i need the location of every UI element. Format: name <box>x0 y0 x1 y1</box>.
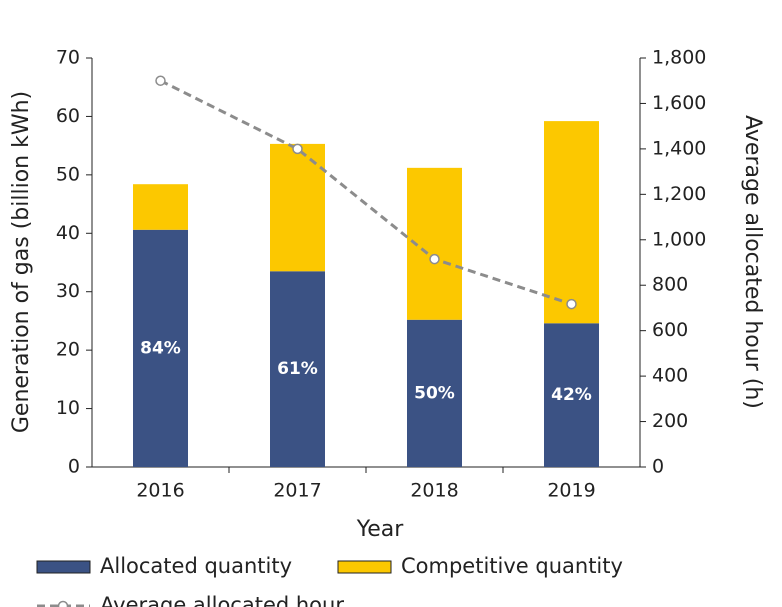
legend-swatch <box>57 600 69 607</box>
y-tick-label: 50 <box>56 163 80 185</box>
bar <box>270 271 325 467</box>
x-axis-label: Year <box>356 517 405 542</box>
bar-label: 50% <box>414 383 455 403</box>
legend-label: Average allocated hour <box>100 593 344 607</box>
line-point <box>292 143 303 155</box>
y-tick-label: 10 <box>56 397 80 419</box>
legend-label: Competitive quantity <box>401 554 623 578</box>
y2-tick-label: 0 <box>652 456 664 478</box>
y-tick-label: 40 <box>56 222 80 244</box>
y-tick-label: 0 <box>68 456 80 478</box>
line <box>159 79 572 306</box>
bar <box>544 323 599 467</box>
bar <box>407 319 462 467</box>
x-tick-label: 2018 <box>410 480 458 502</box>
x-tick-label: 2016 <box>136 480 184 502</box>
y2-tick-label: 600 <box>652 319 688 341</box>
y2-tick-label: 400 <box>652 365 688 387</box>
y2-tick-label: 1,000 <box>652 228 706 250</box>
y2-tick-label: 1,800 <box>652 47 706 69</box>
bar-label: 42% <box>551 385 592 405</box>
bar <box>133 184 188 230</box>
bar <box>133 229 188 467</box>
bar-label: 61% <box>277 359 318 379</box>
y2-tick-label: 1,200 <box>652 183 706 205</box>
y2-tick-label: 1,400 <box>652 137 706 159</box>
y-tick-label: 70 <box>56 47 80 69</box>
y-tick-label: 20 <box>56 339 80 361</box>
bar <box>270 143 325 272</box>
bar-label: 84% <box>140 338 181 358</box>
x-tick-label: 2019 <box>547 480 595 502</box>
line-point <box>155 75 166 86</box>
y-tick-label: 60 <box>56 105 80 127</box>
y2-axis-label: Average allocated hour (h) <box>740 115 765 409</box>
legend-swatch <box>337 560 392 574</box>
y2-tick-label: 800 <box>652 274 688 296</box>
line-point <box>566 298 577 310</box>
legend-swatch <box>36 560 91 574</box>
y-axis-label: Generation of gas (billion kWh) <box>9 91 34 433</box>
y2-tick-label: 200 <box>652 410 688 432</box>
line-point <box>429 253 440 265</box>
y2-tick-label: 1,600 <box>652 92 706 114</box>
y-tick-label: 30 <box>56 280 80 302</box>
x-tick-label: 2017 <box>273 480 321 502</box>
legend-label: Allocated quantity <box>100 554 292 578</box>
bar <box>544 121 599 324</box>
